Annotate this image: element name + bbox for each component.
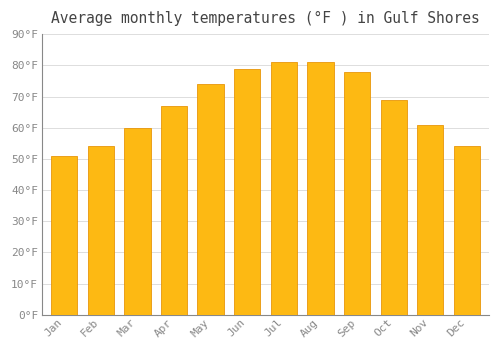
Title: Average monthly temperatures (°F ) in Gulf Shores: Average monthly temperatures (°F ) in Gu… [51,11,480,26]
Bar [51,156,78,315]
Bar [198,84,224,315]
Bar [380,100,407,315]
Bar [161,106,187,315]
Bar [234,69,260,315]
Bar [308,62,334,315]
Bar [344,72,370,315]
Bar [124,128,150,315]
Bar [417,125,444,315]
Bar [454,146,480,315]
Bar [270,62,297,315]
Bar [88,146,114,315]
